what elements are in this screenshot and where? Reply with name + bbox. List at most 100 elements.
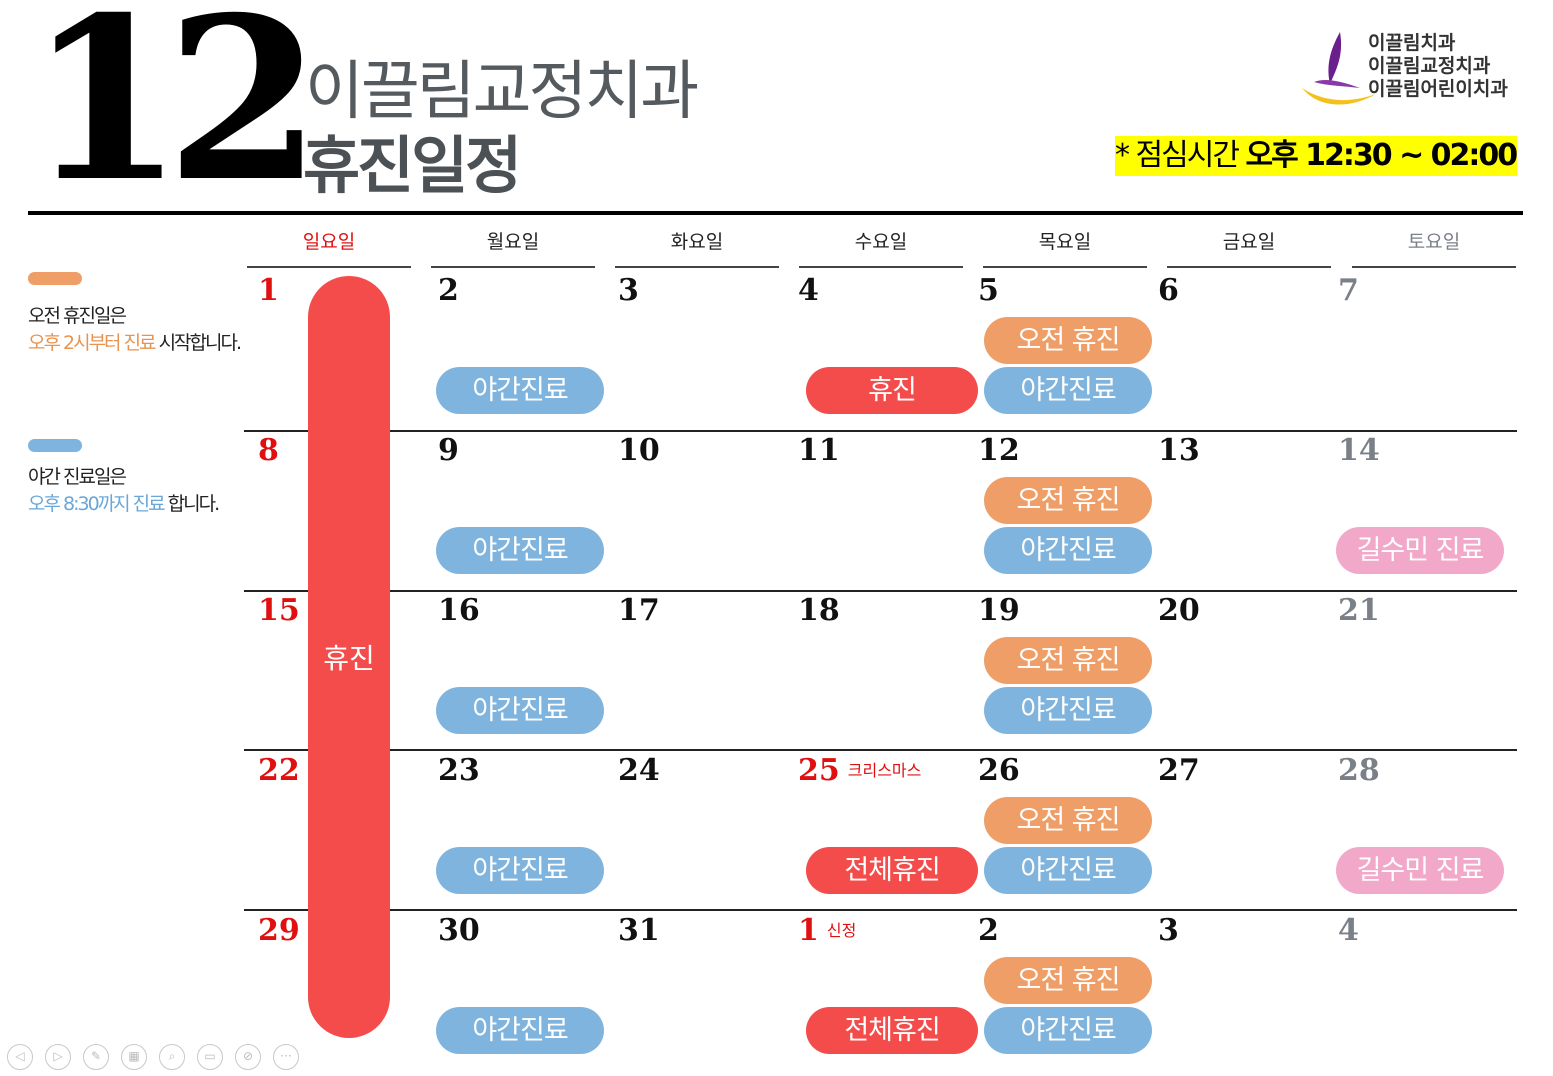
- date-number: 15: [258, 594, 300, 628]
- weekday-underline: [615, 266, 779, 268]
- morning-off-badge: 오전 휴진: [984, 317, 1152, 364]
- date-number: 10: [618, 434, 660, 468]
- date-number-text: 23: [438, 753, 480, 788]
- date-number: 8: [258, 434, 279, 468]
- night-clinic-badge: 야간진료: [984, 527, 1152, 574]
- logo-line: 이끌림교정치과: [1368, 55, 1491, 77]
- legend-line-rest: 시작합니다.: [154, 332, 242, 354]
- logo-text: 이끌림치과 이끌림교정치과 이끌림어린이치과: [1368, 32, 1508, 101]
- date-number-text: 14: [1338, 433, 1380, 468]
- date-number: 1: [258, 274, 279, 308]
- date-number: 19: [978, 594, 1020, 628]
- weekday-monday: 월요일: [486, 231, 540, 253]
- pen-icon[interactable]: ✎: [83, 1044, 109, 1070]
- subtitles-icon[interactable]: ▭: [197, 1044, 223, 1070]
- date-number-text: 10: [618, 433, 660, 468]
- logo-line: 이끌림어린이치과: [1368, 78, 1508, 100]
- date-number: 11: [798, 434, 840, 468]
- date-number-text: 8: [258, 433, 279, 468]
- date-number: 18: [798, 594, 840, 628]
- date-number: 30: [438, 914, 480, 948]
- date-number: 21: [1338, 594, 1380, 628]
- weekday-tuesday: 화요일: [670, 231, 724, 253]
- legend-highlight: 오후 8:30까지 진료: [28, 493, 166, 515]
- date-number: 2: [438, 274, 459, 308]
- morning-off-legend: 오전 휴진일은 오후 2시부터 진료 시작합니다.: [28, 303, 242, 357]
- date-number: 20: [1158, 594, 1200, 628]
- date-number-text: 3: [1158, 913, 1179, 948]
- date-number-text: 1: [258, 273, 279, 308]
- date-number-text: 9: [438, 433, 459, 468]
- more-icon[interactable]: ···: [273, 1044, 299, 1070]
- date-number-text: 2: [438, 273, 459, 308]
- date-number-text: 21: [1338, 593, 1380, 628]
- legend-line-rest: 합니다.: [163, 493, 220, 515]
- legend-line: 오전 휴진일은: [28, 305, 127, 327]
- date-number: 2: [978, 914, 999, 948]
- date-number-text: 4: [1338, 913, 1359, 948]
- date-number: 17: [618, 594, 660, 628]
- date-number-text: 30: [438, 913, 480, 948]
- weekday-wednesday: 수요일: [854, 231, 908, 253]
- date-number: 24: [618, 754, 660, 788]
- morning-off-badge: 오전 휴진: [984, 957, 1152, 1004]
- zoom-icon[interactable]: ⌕: [159, 1044, 185, 1070]
- weekday-underline: [1352, 266, 1516, 268]
- date-number-text: 28: [1338, 753, 1380, 788]
- weekday-underline: [431, 266, 595, 268]
- night-clinic-badge: 야간진료: [436, 527, 604, 574]
- date-number-text: 17: [618, 593, 660, 628]
- date-number: 22: [258, 754, 300, 788]
- closed-badge: 전체휴진: [806, 847, 978, 894]
- doctor-schedule-badge: 길수민 진료: [1336, 847, 1504, 894]
- legend-line: 오후 8:30까지 진료 합니다.: [28, 491, 220, 518]
- date-number-text: 31: [618, 913, 660, 948]
- night-clinic-badge: 야간진료: [984, 1007, 1152, 1054]
- weekday-thursday: 목요일: [1038, 231, 1092, 253]
- weekday-underline: [1167, 266, 1331, 268]
- date-number: 13: [1158, 434, 1200, 468]
- weekday-underline: [799, 266, 963, 268]
- night-clinic-legend-swatch: [28, 439, 82, 452]
- morning-off-badge: 오전 휴진: [984, 797, 1152, 844]
- lunch-label: * 점심시간: [1115, 138, 1240, 173]
- sunday-closed-bar: [308, 276, 390, 1038]
- date-number-text: 18: [798, 593, 840, 628]
- date-number: 27: [1158, 754, 1200, 788]
- date-number: 23: [438, 754, 480, 788]
- date-number-text: 13: [1158, 433, 1200, 468]
- morning-off-badge: 오전 휴진: [984, 477, 1152, 524]
- date-number: 6: [1158, 274, 1179, 308]
- night-clinic-badge: 야간진료: [436, 1007, 604, 1054]
- date-number-text: 24: [618, 753, 660, 788]
- night-clinic-legend: 야간 진료일은 오후 8:30까지 진료 합니다.: [28, 464, 220, 518]
- date-number-text: 6: [1158, 273, 1179, 308]
- closed-badge: 휴진: [806, 367, 978, 414]
- week-divider: [244, 909, 1517, 911]
- camera-off-icon[interactable]: ⊘: [235, 1044, 261, 1070]
- legend-line: 야간 진료일은: [28, 466, 127, 488]
- night-clinic-badge: 야간진료: [984, 367, 1152, 414]
- date-number-text: 12: [978, 433, 1020, 468]
- date-number: 3: [618, 274, 639, 308]
- date-number-text: 22: [258, 753, 300, 788]
- slides-icon[interactable]: ▦: [121, 1044, 147, 1070]
- week-divider: [244, 749, 1517, 751]
- clinic-title: 이끌림교정치과: [305, 55, 699, 129]
- previous-icon[interactable]: ◁: [7, 1044, 33, 1070]
- date-number: 29: [258, 914, 300, 948]
- sunday-closed-label: 휴진: [323, 642, 375, 675]
- lunch-time-banner: * 점심시간 오후 12:30 ~ 02:00: [1115, 136, 1518, 176]
- closed-badge: 전체휴진: [806, 1007, 978, 1054]
- weekday-underline: [247, 266, 411, 268]
- night-clinic-badge: 야간진료: [436, 367, 604, 414]
- date-number: 9: [438, 434, 459, 468]
- date-number-text: 11: [798, 433, 840, 468]
- date-number-text: 4: [798, 273, 819, 308]
- date-number-text: 16: [438, 593, 480, 628]
- date-number-text: 3: [618, 273, 639, 308]
- lunch-time: 오후 12:30 ~ 02:00: [1245, 138, 1518, 173]
- date-number: 1 신정: [798, 914, 856, 948]
- next-icon[interactable]: ▷: [45, 1044, 71, 1070]
- date-number-text: 29: [258, 913, 300, 948]
